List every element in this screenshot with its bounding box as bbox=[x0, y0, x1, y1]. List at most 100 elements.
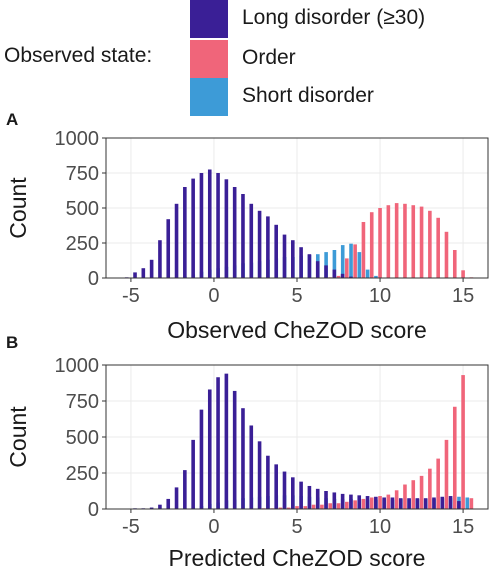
bar-short-disorder bbox=[374, 275, 378, 278]
bar-long-disorder-30 bbox=[448, 496, 453, 509]
bar-order bbox=[461, 270, 465, 278]
bar-long-disorder-30 bbox=[274, 224, 278, 278]
bar-order bbox=[411, 205, 416, 278]
bar-long-disorder-30 bbox=[207, 389, 212, 509]
bar-order bbox=[336, 503, 341, 509]
bar-long-disorder-30 bbox=[166, 498, 171, 509]
bar-order bbox=[436, 458, 440, 509]
x-tick-label: 15 bbox=[452, 516, 474, 538]
x-tick-label: -5 bbox=[122, 285, 140, 307]
bar-order bbox=[278, 507, 283, 509]
y-tick-label: 500 bbox=[66, 427, 99, 449]
bar-order bbox=[428, 468, 432, 509]
bar-long-disorder-30 bbox=[349, 276, 353, 278]
bar-long-disorder-30 bbox=[257, 210, 262, 278]
x-tick-label: 5 bbox=[291, 285, 302, 307]
bar-order bbox=[461, 375, 465, 509]
bar-order bbox=[444, 439, 449, 509]
legend-key-short-disorder bbox=[190, 78, 228, 116]
panel-label-a: A bbox=[6, 110, 19, 129]
bar-short-disorder bbox=[332, 250, 337, 278]
bar-long-disorder-30 bbox=[183, 187, 187, 278]
bar-long-disorder-30 bbox=[216, 173, 220, 278]
y-tick-label: 750 bbox=[66, 391, 99, 413]
bar-order bbox=[386, 494, 391, 509]
legend-key-order bbox=[190, 40, 228, 78]
bar-order bbox=[336, 275, 341, 278]
bar-long-disorder-30 bbox=[332, 492, 337, 509]
bar-long-disorder-30 bbox=[241, 194, 245, 278]
bar-long-disorder-30 bbox=[340, 493, 345, 509]
bar-long-disorder-30 bbox=[282, 471, 287, 509]
bar-long-disorder-30 bbox=[357, 495, 362, 509]
bar-long-disorder-30 bbox=[183, 470, 187, 509]
bar-order bbox=[303, 506, 308, 509]
legend-label-long-disorder: Long disorder (≥30) bbox=[242, 6, 426, 29]
bar-order bbox=[469, 498, 474, 509]
bar-order bbox=[320, 504, 324, 509]
bar-order bbox=[378, 208, 382, 278]
bar-long-disorder-30 bbox=[349, 494, 353, 509]
bar-order bbox=[361, 498, 366, 509]
bar-order bbox=[419, 206, 424, 278]
bar-order bbox=[386, 205, 391, 278]
x-tick-label: 0 bbox=[208, 285, 219, 307]
y-tick-label: 1000 bbox=[55, 355, 100, 377]
bar-order bbox=[403, 203, 407, 278]
bar-long-disorder-30 bbox=[291, 240, 295, 278]
bar-long-disorder-30 bbox=[382, 497, 386, 509]
bar-long-disorder-30 bbox=[266, 216, 270, 278]
bar-long-disorder-30 bbox=[291, 477, 295, 509]
bar-order bbox=[436, 217, 440, 278]
bar-order bbox=[353, 500, 357, 509]
legend-label-short-disorder: Short disorder bbox=[242, 84, 374, 107]
bar-long-disorder-30 bbox=[216, 377, 220, 509]
y-tick-label: 0 bbox=[88, 268, 99, 290]
bar-long-disorder-30 bbox=[166, 219, 171, 278]
y-tick-label: 1000 bbox=[55, 128, 100, 150]
y-tick-label: 250 bbox=[66, 463, 99, 485]
histogram-panel-a: 0 250 500 750 1000 -5 0 5 10 15 Observed CheZOD sc… bbox=[5, 128, 489, 343]
bar-long-disorder-30 bbox=[390, 497, 395, 509]
bar-order bbox=[286, 507, 291, 509]
bar-short-disorder bbox=[324, 252, 328, 278]
bar-long-disorder-30 bbox=[207, 169, 212, 278]
bar-order bbox=[345, 258, 349, 278]
bar-long-disorder-30 bbox=[224, 179, 229, 278]
bar-long-disorder-30 bbox=[174, 487, 179, 509]
bar-long-disorder-30 bbox=[324, 491, 328, 509]
y-tick-label: 0 bbox=[88, 499, 99, 521]
bar-long-disorder-30 bbox=[315, 261, 320, 278]
bar-long-disorder-30 bbox=[257, 441, 262, 509]
bar-long-disorder-30 bbox=[374, 496, 378, 509]
bar-long-disorder-30 bbox=[266, 455, 270, 509]
y-axis-title: Count bbox=[5, 406, 31, 468]
bar-order bbox=[311, 504, 316, 509]
bar-long-disorder-30 bbox=[241, 408, 245, 509]
bar-long-disorder-30 bbox=[158, 240, 162, 278]
y-axis-title: Count bbox=[5, 177, 31, 239]
bar-short-disorder bbox=[357, 252, 362, 278]
bar-long-disorder-30 bbox=[365, 496, 370, 509]
bar-long-disorder-30 bbox=[423, 498, 428, 509]
bar-long-disorder-30 bbox=[158, 504, 162, 509]
x-tick-label: 10 bbox=[369, 516, 391, 538]
bar-long-disorder-30 bbox=[415, 498, 420, 509]
bar-long-disorder-30 bbox=[440, 496, 445, 509]
bar-long-disorder-30 bbox=[141, 268, 146, 278]
bar-order bbox=[452, 250, 457, 278]
bar-order bbox=[345, 501, 349, 509]
bar-order bbox=[411, 480, 416, 509]
bar-long-disorder-30 bbox=[149, 507, 154, 509]
bar-long-disorder-30 bbox=[407, 498, 411, 509]
bar-order bbox=[378, 496, 382, 509]
bar-order bbox=[403, 484, 407, 509]
bar-long-disorder-30 bbox=[274, 464, 278, 509]
x-tick-label: -5 bbox=[122, 516, 140, 538]
x-tick-label: 15 bbox=[452, 285, 474, 307]
bar-long-disorder-30 bbox=[398, 498, 403, 509]
bar-long-disorder-30 bbox=[199, 409, 204, 509]
bar-long-disorder-30 bbox=[457, 501, 461, 509]
panel-label-b: B bbox=[6, 333, 19, 352]
